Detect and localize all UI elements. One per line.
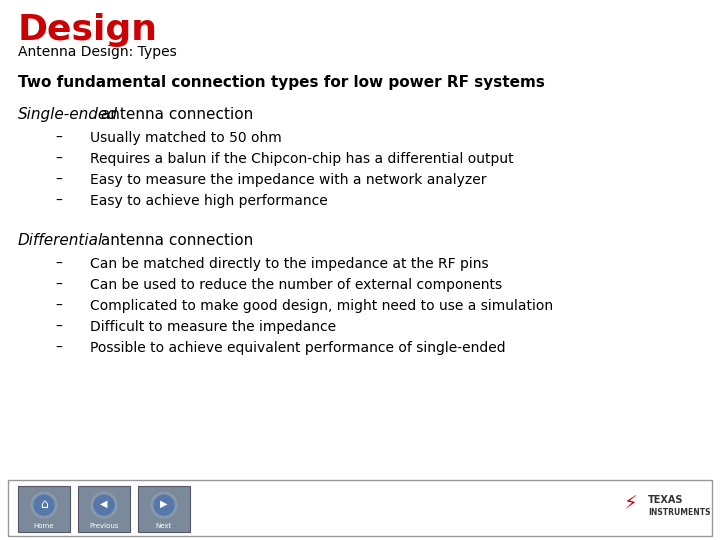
Text: Next: Next	[156, 523, 172, 529]
Text: antenna connection: antenna connection	[96, 107, 253, 122]
FancyBboxPatch shape	[78, 486, 130, 532]
Text: Difficult to measure the impedance: Difficult to measure the impedance	[90, 320, 336, 334]
Text: Single-ended: Single-ended	[18, 107, 118, 122]
Text: ▶: ▶	[161, 499, 168, 509]
Text: Differential: Differential	[18, 233, 103, 248]
Text: INSTRUMENTS: INSTRUMENTS	[648, 508, 711, 517]
Circle shape	[34, 495, 54, 515]
Text: Two fundamental connection types for low power RF systems: Two fundamental connection types for low…	[18, 75, 545, 90]
FancyBboxPatch shape	[18, 486, 70, 532]
Text: Complicated to make good design, might need to use a simulation: Complicated to make good design, might n…	[90, 299, 553, 313]
Text: Easy to achieve high performance: Easy to achieve high performance	[90, 194, 328, 208]
Text: ◀: ◀	[100, 499, 108, 509]
Text: –: –	[55, 257, 62, 271]
Text: Usually matched to 50 ohm: Usually matched to 50 ohm	[90, 131, 282, 145]
Text: Possible to achieve equivalent performance of single-ended: Possible to achieve equivalent performan…	[90, 341, 505, 355]
Text: Can be used to reduce the number of external components: Can be used to reduce the number of exte…	[90, 278, 502, 292]
Text: Antenna Design: Types: Antenna Design: Types	[18, 45, 176, 59]
FancyBboxPatch shape	[138, 486, 190, 532]
Text: antenna connection: antenna connection	[96, 233, 253, 248]
Text: –: –	[55, 278, 62, 292]
Text: Easy to measure the impedance with a network analyzer: Easy to measure the impedance with a net…	[90, 173, 487, 187]
FancyBboxPatch shape	[8, 480, 712, 536]
Text: –: –	[55, 341, 62, 355]
Text: –: –	[55, 173, 62, 187]
Text: ⚡: ⚡	[623, 495, 637, 514]
Text: TEXAS: TEXAS	[648, 495, 683, 505]
Text: –: –	[55, 320, 62, 334]
Text: Requires a balun if the Chipcon-chip has a differential output: Requires a balun if the Chipcon-chip has…	[90, 152, 513, 166]
Text: –: –	[55, 131, 62, 145]
Text: Previous: Previous	[89, 523, 119, 529]
Text: Home: Home	[34, 523, 54, 529]
Circle shape	[91, 492, 117, 518]
Text: –: –	[55, 152, 62, 166]
Circle shape	[154, 495, 174, 515]
Circle shape	[31, 492, 57, 518]
Text: –: –	[55, 299, 62, 313]
Text: –: –	[55, 194, 62, 208]
Circle shape	[151, 492, 177, 518]
Text: ⌂: ⌂	[40, 498, 48, 511]
Text: Can be matched directly to the impedance at the RF pins: Can be matched directly to the impedance…	[90, 257, 489, 271]
Circle shape	[94, 495, 114, 515]
Text: Design: Design	[18, 13, 158, 47]
